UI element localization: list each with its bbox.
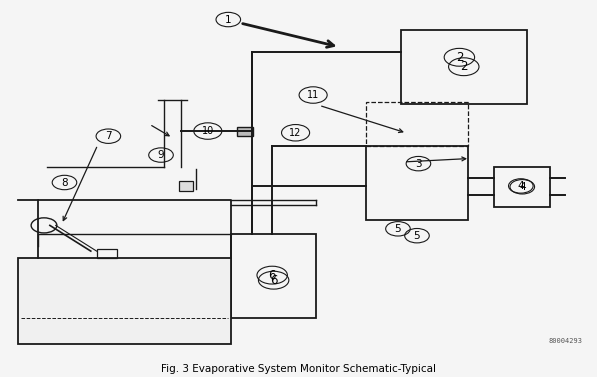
Bar — [97, 250, 117, 258]
Bar — [366, 147, 468, 220]
Text: 12: 12 — [290, 128, 301, 138]
Text: 5: 5 — [395, 224, 401, 234]
Bar — [237, 127, 254, 136]
Bar — [401, 30, 527, 104]
Text: 2: 2 — [456, 51, 463, 64]
Bar — [231, 234, 316, 318]
Text: 1: 1 — [225, 15, 232, 25]
Bar — [179, 181, 193, 191]
Text: 9: 9 — [158, 150, 164, 160]
Bar — [366, 102, 468, 147]
Text: 10: 10 — [202, 126, 214, 136]
Text: 2: 2 — [460, 60, 467, 73]
Text: 6: 6 — [270, 274, 278, 287]
Text: 11: 11 — [307, 90, 319, 100]
Text: 80004293: 80004293 — [548, 339, 582, 345]
Bar — [18, 258, 231, 344]
Text: 3: 3 — [415, 159, 421, 169]
Bar — [494, 167, 550, 207]
Text: 4: 4 — [518, 181, 524, 191]
Text: 7: 7 — [105, 131, 112, 141]
Text: 6: 6 — [269, 269, 276, 282]
Text: 8: 8 — [61, 178, 68, 187]
Text: Fig. 3 Evaporative System Monitor Schematic-Typical: Fig. 3 Evaporative System Monitor Schema… — [161, 364, 436, 374]
Text: 5: 5 — [414, 231, 420, 241]
Text: 4: 4 — [519, 182, 525, 192]
